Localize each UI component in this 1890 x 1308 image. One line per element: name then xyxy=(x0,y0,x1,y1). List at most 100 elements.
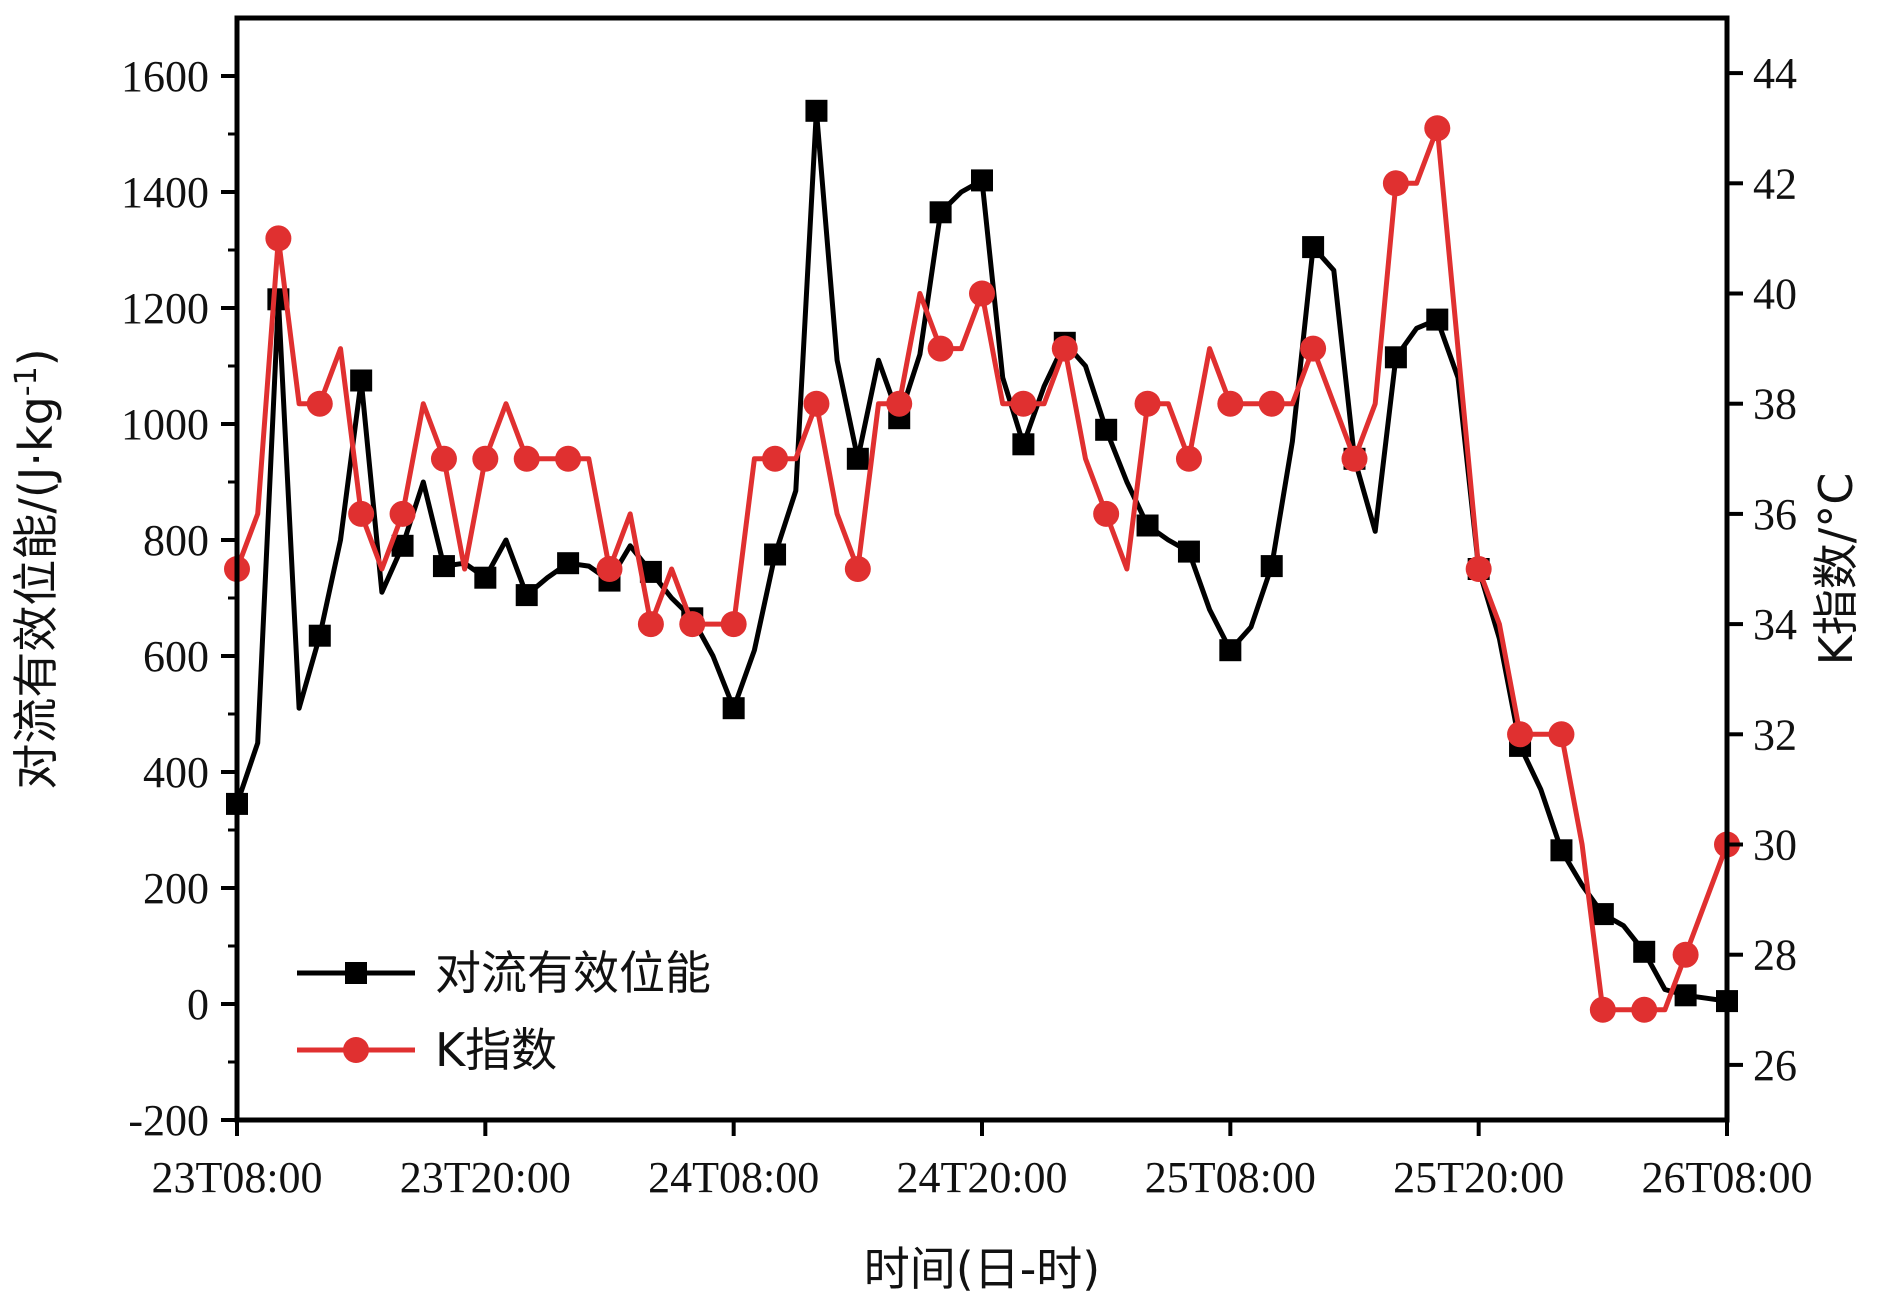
left-axis-title-sup: -1 xyxy=(9,366,44,396)
x-tick-label: 23T08:00 xyxy=(151,1153,322,1202)
left-y-tick-label: 800 xyxy=(143,516,209,565)
right-y-tick-label: 38 xyxy=(1753,380,1797,429)
left-axis-title: 对流有效位能/(J·kg-1) xyxy=(9,348,63,789)
legend-marker-capes xyxy=(345,962,367,984)
data-point-circle xyxy=(927,335,954,362)
data-point-circle xyxy=(265,225,292,252)
data-point-circle xyxy=(1465,556,1492,582)
data-point-square xyxy=(764,543,787,566)
data-point-circle xyxy=(1300,335,1327,362)
data-point-circle xyxy=(430,445,457,472)
data-point-circle xyxy=(1672,941,1699,968)
data-point-circle xyxy=(1341,445,1368,472)
series-layer xyxy=(224,99,1740,1023)
axes-layer: 23T08:00 23T20:00 24T08:00 24T20:00 25T08:00… xyxy=(121,49,1813,1202)
x-tick-label: 25T20:00 xyxy=(1393,1153,1564,1202)
data-point-square xyxy=(1591,903,1614,926)
data-point-circle xyxy=(886,390,913,417)
x-tick-label: 25T08:00 xyxy=(1145,1153,1316,1202)
data-point-square xyxy=(1633,940,1656,963)
left-y-tick-label: 400 xyxy=(143,748,209,797)
data-point-square xyxy=(557,552,580,575)
data-point-square xyxy=(432,555,455,578)
left-axis-title-main: 对流有效位能/(J·kg xyxy=(9,396,63,789)
left-y-tick-label: 1000 xyxy=(121,400,209,449)
data-point-circle xyxy=(513,445,540,472)
data-point-circle xyxy=(1175,445,1202,472)
data-point-circle xyxy=(720,611,747,638)
data-point-circle xyxy=(1548,721,1575,748)
data-point-circle xyxy=(348,500,375,527)
right-y-tick-label: 30 xyxy=(1753,821,1797,870)
data-point-square xyxy=(846,447,869,470)
left-y-tick-label: 200 xyxy=(143,864,209,913)
data-point-square xyxy=(1550,839,1573,862)
left-y-tick-label: -200 xyxy=(128,1096,209,1145)
data-point-circle xyxy=(1258,390,1285,417)
data-point-circle xyxy=(596,556,623,582)
right-y-tick-label: 32 xyxy=(1753,710,1797,759)
x-tick-label: 24T08:00 xyxy=(648,1153,819,1202)
right-y-tick-label: 26 xyxy=(1753,1041,1797,1090)
data-point-circle xyxy=(1093,500,1120,527)
legend-marker-k-index xyxy=(343,1037,369,1063)
data-point-square xyxy=(805,99,828,122)
data-point-circle xyxy=(1382,170,1409,197)
data-point-square xyxy=(350,369,373,392)
data-point-square xyxy=(1219,639,1242,662)
data-point-square xyxy=(515,584,538,607)
left-axis-title-end: ) xyxy=(9,348,63,366)
data-point-circle xyxy=(1631,996,1658,1023)
data-point-circle xyxy=(762,445,789,472)
data-point-square xyxy=(639,560,662,583)
right-y-tick-label: 36 xyxy=(1753,490,1797,539)
data-point-square xyxy=(1012,433,1035,456)
data-point-square xyxy=(1674,984,1697,1007)
data-point-circle xyxy=(1424,115,1451,142)
left-y-tick-label: 600 xyxy=(143,632,209,681)
data-point-square xyxy=(971,169,993,192)
legend-label-k-index: K指数 xyxy=(435,1023,557,1077)
left-y-tick-label: 1600 xyxy=(121,52,209,101)
data-point-square xyxy=(308,624,331,647)
x-tick-label: 26T08:00 xyxy=(1641,1153,1812,1202)
data-point-circle xyxy=(1507,721,1534,748)
x-tick-label: 23T20:00 xyxy=(400,1153,571,1202)
left-y-tick-label: 1400 xyxy=(121,168,209,217)
data-point-circle xyxy=(389,500,416,527)
data-point-square xyxy=(1426,308,1449,331)
data-point-square xyxy=(1260,555,1283,578)
data-point-circle xyxy=(1217,390,1244,417)
x-tick-label: 24T20:00 xyxy=(896,1153,1067,1202)
data-point-circle xyxy=(1010,390,1037,417)
data-point-circle xyxy=(637,611,664,638)
right-y-tick-label: 28 xyxy=(1753,931,1797,980)
right-y-tick-label: 40 xyxy=(1753,270,1797,319)
data-point-square xyxy=(1095,418,1118,441)
data-point-circle xyxy=(555,445,582,472)
data-point-circle xyxy=(1051,335,1078,362)
right-y-tick-label: 34 xyxy=(1753,600,1797,649)
data-point-circle xyxy=(803,390,830,417)
data-point-circle xyxy=(472,445,499,472)
data-point-circle xyxy=(1134,390,1161,417)
legend: 对流有效位能 K指数 xyxy=(297,946,711,1077)
data-point-circle xyxy=(844,556,871,582)
left-y-tick-label: 1200 xyxy=(121,284,209,333)
data-point-circle xyxy=(679,611,706,638)
x-axis-title: 时间(日-时) xyxy=(864,1242,1101,1296)
legend-label-capes: 对流有效位能 xyxy=(435,946,711,1000)
data-point-square xyxy=(1302,236,1325,259)
data-point-square xyxy=(1384,346,1407,369)
right-y-tick-label: 42 xyxy=(1753,159,1797,208)
data-point-square xyxy=(1177,540,1200,563)
right-axis-title: K指数/°C xyxy=(1809,473,1863,666)
data-point-square xyxy=(1136,514,1159,537)
data-point-circle xyxy=(306,390,333,417)
data-point-square xyxy=(391,534,414,557)
series-line xyxy=(234,125,1730,1013)
data-point-circle xyxy=(969,280,995,307)
data-point-square xyxy=(929,201,952,224)
right-y-tick-label: 44 xyxy=(1753,49,1797,98)
